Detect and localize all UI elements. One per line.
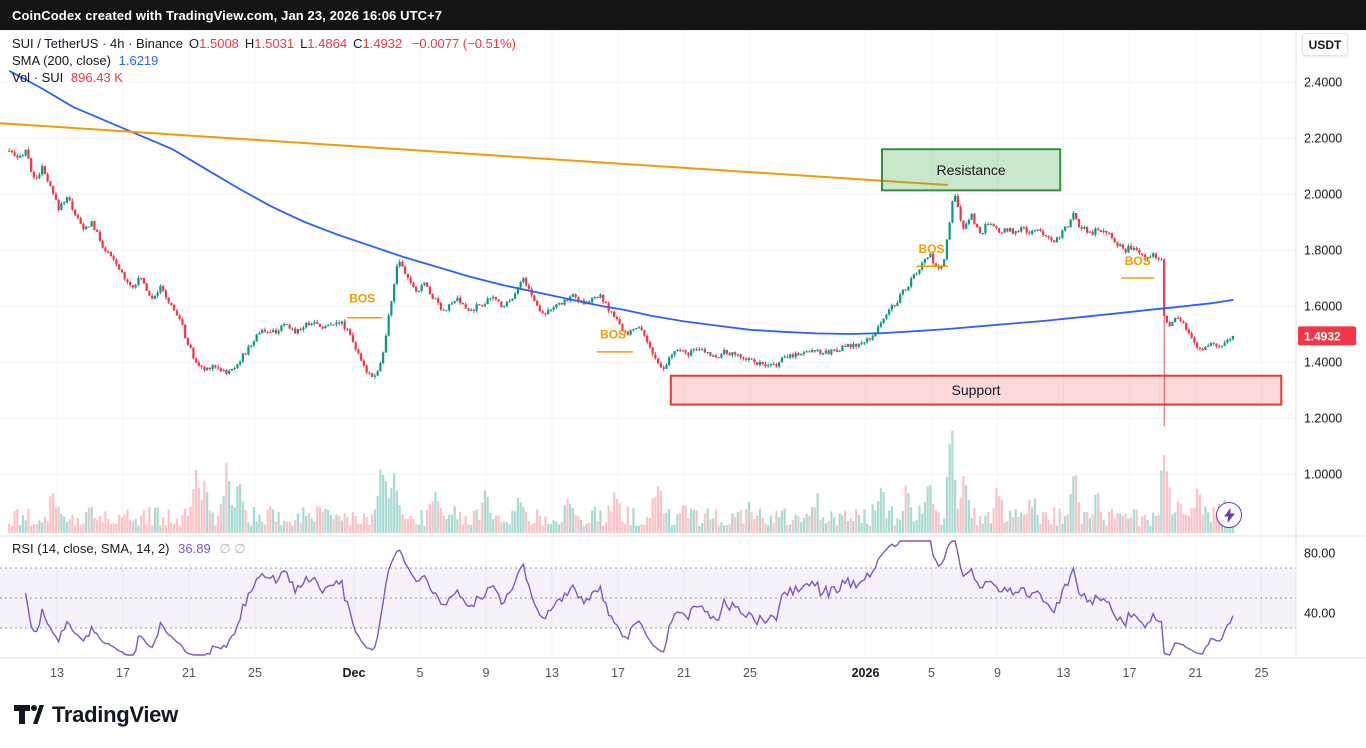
- grid: [0, 30, 1296, 658]
- candlestick-series: [8, 147, 1234, 427]
- close-label: C: [353, 36, 363, 51]
- bos-markers: BOS BOS BOS BOS: [347, 242, 1155, 353]
- change-value: −0.0077 (−0.51%): [411, 36, 516, 51]
- bos-label: BOS: [1125, 254, 1151, 268]
- time-axis-label: 17: [1123, 666, 1137, 680]
- bos-label: BOS: [600, 327, 626, 341]
- time-axis-label: 17: [116, 666, 130, 680]
- low-value: 1.4864: [307, 36, 348, 51]
- sma200-line: [8, 70, 1234, 335]
- support-label: Support: [952, 382, 1001, 398]
- time-axis-label: 21: [1189, 666, 1203, 680]
- rsi-axis-label: 80.00: [1304, 547, 1335, 561]
- time-axis-label: 5: [928, 666, 935, 680]
- rsi-value: 36.89: [178, 541, 211, 556]
- tradingview-mark-icon: [14, 705, 44, 724]
- volume-legend-row[interactable]: Vol · SUI 896.43 K: [12, 69, 516, 86]
- time-axis-label: 13: [545, 666, 559, 680]
- price-axis-label: 2.0000: [1304, 188, 1342, 202]
- resistance-zone[interactable]: [881, 148, 1062, 192]
- time-axis[interactable]: 13 17 21 25 Dec 5 9 13 17 21 25 2026 5 9 13 17 21 25: [50, 666, 1268, 680]
- price-axis-label: 2.4000: [1304, 76, 1342, 90]
- watermark-bar: CoinCodex created with TradingView.com, …: [0, 0, 1366, 30]
- time-axis-label: 9: [483, 666, 490, 680]
- sma-label: SMA (200, close): [12, 53, 111, 68]
- price-axis-label: 1.8000: [1304, 244, 1342, 258]
- tradingview-logo[interactable]: TradingView: [14, 702, 178, 728]
- bos-label: BOS: [918, 242, 944, 256]
- price-axis-label: 1.4000: [1304, 356, 1342, 370]
- open-label: O: [189, 36, 200, 51]
- panel-separators: [0, 29, 1366, 659]
- volume-series: [8, 430, 1234, 533]
- sma-value: 1.6219: [118, 53, 159, 68]
- time-axis-label: 25: [743, 666, 757, 680]
- price-axis-label: 1.2000: [1304, 412, 1342, 426]
- time-axis-label: Dec: [343, 666, 366, 680]
- high-label: H: [244, 36, 255, 51]
- rsi-legend-row[interactable]: RSI (14, close, SMA, 14, 2) 36.89 ∅ ∅: [12, 541, 246, 557]
- symbol-legend-row[interactable]: SUI / TetherUS · 4h · Binance O1.5008 H1.5…: [12, 35, 516, 52]
- time-axis-label: 25: [1255, 666, 1269, 680]
- support-zone[interactable]: [669, 374, 1283, 406]
- currency-toggle-button[interactable]: USDT: [1302, 33, 1348, 56]
- main-legend: SUI / TetherUS · 4h · Binance O1.5008 H1.5…: [12, 35, 516, 86]
- rsi-panel: [0, 540, 1296, 656]
- lightning-icon[interactable]: [1216, 502, 1242, 528]
- last-price-badge: [1298, 326, 1356, 346]
- rsi-hidden-series-markers: ∅ ∅: [219, 541, 246, 556]
- time-axis-label: 9: [994, 666, 1001, 680]
- open-value: 1.5008: [199, 36, 239, 51]
- watermark-text: CoinCodex created with TradingView.com, …: [12, 7, 443, 23]
- high-value: 1.5031: [254, 36, 295, 51]
- low-label: L: [300, 36, 308, 51]
- time-axis-label: 21: [677, 666, 691, 680]
- descending-trendline[interactable]: [0, 122, 949, 187]
- tradingview-wordmark: TradingView: [52, 702, 178, 727]
- price-axis-label: 1.0000: [1304, 468, 1342, 482]
- rsi-axis-label: 40.00: [1304, 607, 1335, 621]
- resistance-label: Resistance: [936, 162, 1005, 178]
- volume-value: 896.43 K: [70, 70, 123, 85]
- last-price-badge-text: 1.4932: [1304, 329, 1341, 343]
- time-axis-label: 21: [182, 666, 196, 680]
- volume-label: Vol · SUI: [12, 70, 64, 85]
- annotation-zones: Resistance Support: [669, 148, 1283, 406]
- rsi-line: [24, 540, 1234, 656]
- price-axis-label: 1.6000: [1304, 300, 1342, 314]
- time-axis-label: 2026: [852, 666, 880, 680]
- price-axis-label: 2.2000: [1304, 132, 1342, 146]
- time-axis-label: 25: [248, 666, 262, 680]
- time-axis-label: 5: [417, 666, 424, 680]
- sma-legend-row[interactable]: SMA (200, close) 1.6219: [12, 52, 516, 69]
- rsi-label: RSI (14, close, SMA, 14, 2): [12, 541, 170, 556]
- time-axis-label: 17: [611, 666, 625, 680]
- lightning-bolt-glyph: [1223, 507, 1235, 523]
- close-value: 1.4932: [362, 36, 403, 51]
- time-axis-label: 13: [50, 666, 64, 680]
- footer: TradingView: [0, 688, 1366, 748]
- bos-label: BOS: [349, 292, 375, 306]
- price-axis[interactable]: 2.4000 2.2000 2.0000 1.8000 1.6000 1.4000 1.20…: [1298, 76, 1356, 621]
- time-axis-label: 13: [1057, 666, 1071, 680]
- symbol-title: SUI / TetherUS · 4h · Binance: [12, 36, 184, 51]
